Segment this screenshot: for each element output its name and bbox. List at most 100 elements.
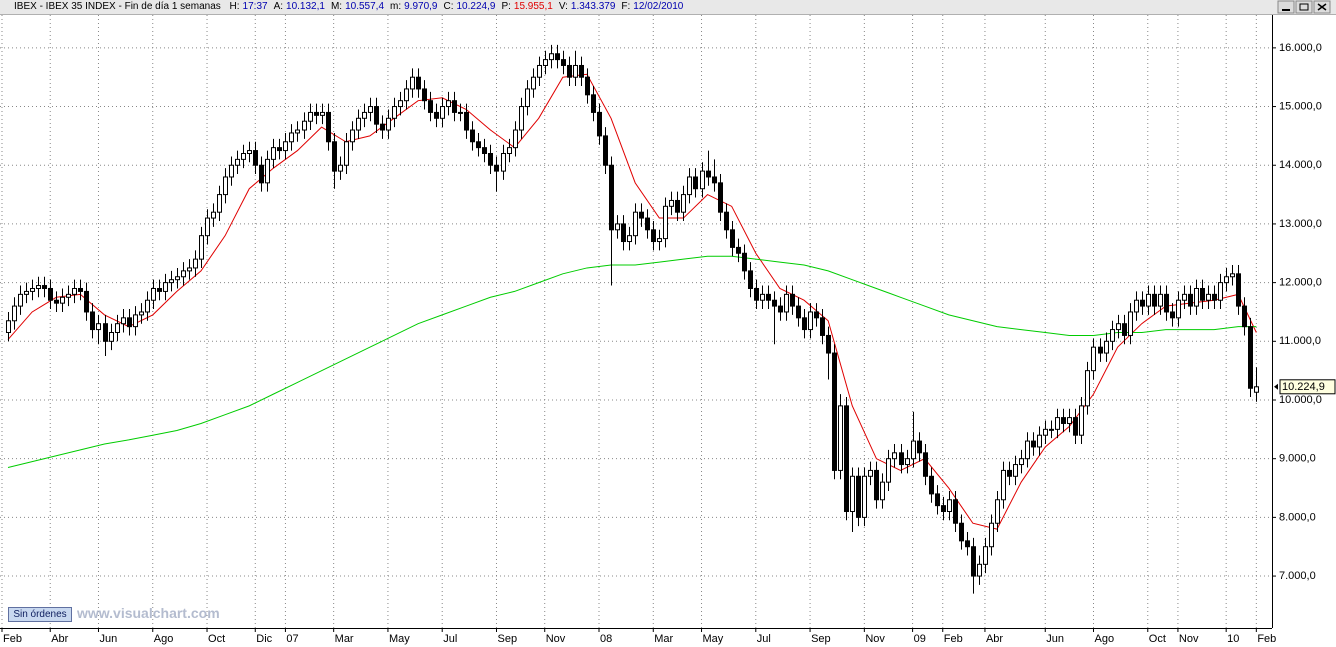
candle-body: [6, 320, 11, 334]
candle-body: [639, 211, 644, 219]
orders-button[interactable]: Sin órdenes: [8, 607, 72, 622]
x-tick-label: 09: [914, 633, 926, 645]
x-tick-label: Mar: [335, 633, 354, 645]
candle-body: [1073, 417, 1078, 436]
x-tick-label: Jul: [443, 633, 457, 645]
candle-body: [959, 522, 964, 542]
x-tick-label: Mar: [654, 633, 673, 645]
candle-body: [531, 76, 536, 90]
candle-body: [826, 334, 831, 354]
candle-body: [778, 305, 783, 313]
candle-body: [935, 493, 940, 507]
candle-body: [404, 88, 409, 102]
candle-body: [181, 270, 186, 278]
field-label: M:: [330, 1, 343, 12]
candle-body: [157, 287, 162, 292]
candle-body: [314, 111, 319, 116]
candle-body: [368, 106, 373, 113]
candle-body: [187, 267, 192, 272]
candle-body: [54, 299, 59, 304]
field-value: 9.970,9: [404, 1, 438, 12]
candle-body: [332, 141, 337, 172]
maximize-button[interactable]: [1295, 0, 1313, 14]
candle-body: [1085, 370, 1090, 407]
candle-body: [440, 106, 445, 119]
candle-body: [1013, 464, 1018, 477]
candle-body: [675, 199, 680, 213]
candle-body: [844, 405, 849, 513]
candle-body: [72, 287, 77, 295]
candle-body: [127, 317, 132, 328]
last-value-pointer: [1274, 383, 1278, 390]
candle-body: [1206, 293, 1211, 301]
candle-body: [133, 314, 138, 328]
x-tick-label: May: [703, 633, 724, 645]
header-field: F: 12/02/2010: [621, 1, 683, 12]
candle-body: [760, 293, 765, 301]
candle-body: [832, 352, 837, 471]
candle-body: [693, 176, 698, 190]
candle-body: [1224, 276, 1229, 284]
candle-body: [326, 111, 331, 143]
candle-body: [1049, 428, 1054, 431]
candle-body: [874, 469, 879, 501]
candle-body: [302, 120, 307, 131]
minimize-button[interactable]: [1277, 0, 1295, 14]
candle-body: [1236, 273, 1241, 307]
candle-body: [289, 132, 294, 143]
labels: 7.000,0 8.000,0 9.000,0 10.000,0 11.000,0 12.…: [3, 42, 1336, 645]
candle-body: [169, 279, 174, 284]
candle-body: [977, 563, 982, 577]
candle-body: [1134, 299, 1139, 313]
y-tick-label: 9.000,0: [1279, 453, 1316, 465]
y-tick-label: 7.000,0: [1279, 570, 1316, 582]
x-tick-label: Abr: [51, 633, 68, 645]
candle-body: [109, 332, 114, 342]
marks: [6, 44, 1259, 594]
field-value: 10.224,9: [456, 1, 496, 12]
candle-body: [24, 290, 29, 295]
candle-body: [591, 94, 596, 113]
candle-body: [175, 276, 180, 281]
header-title: IBEX - IBEX 35 INDEX - Fin de día 1 sema…: [14, 1, 221, 12]
candle-body: [259, 164, 264, 184]
field-label: V:: [558, 1, 568, 12]
candle-body: [410, 76, 415, 90]
header-field: m: 9.970,9: [390, 1, 437, 12]
candle-body: [1140, 299, 1145, 307]
candle-body: [386, 117, 391, 131]
x-tick-label: Feb: [3, 633, 22, 645]
candle-body: [645, 217, 650, 231]
candle-body: [416, 76, 421, 90]
candle-body: [808, 311, 813, 331]
header-field: A: 10.132,1: [274, 1, 325, 12]
candle-body: [151, 287, 156, 301]
candle-body: [217, 194, 222, 213]
candle-body: [886, 458, 891, 483]
candle-body: [1043, 428, 1048, 436]
candle-body: [145, 299, 150, 313]
candle-body: [899, 452, 904, 466]
x-tick-label: 10: [1227, 633, 1239, 645]
candle-body: [115, 323, 120, 334]
y-tick-label: 13.000,0: [1279, 218, 1322, 230]
candle-body: [90, 311, 95, 331]
candle-body: [995, 499, 1000, 524]
x-tick-label: Feb: [1257, 633, 1276, 645]
candle-body: [1104, 340, 1109, 354]
candle-body: [1079, 405, 1084, 436]
field-value: 17:37: [242, 1, 268, 12]
candle-body: [1242, 305, 1247, 328]
candle-body: [18, 293, 23, 307]
candle-body: [663, 205, 668, 240]
last-value-label: 10.224,9: [1282, 381, 1325, 393]
candle-body: [917, 440, 922, 454]
candle-body: [1128, 311, 1133, 336]
candle-body: [211, 211, 216, 219]
candle-body: [36, 285, 41, 289]
candle-body: [549, 53, 554, 61]
candle-body: [265, 158, 270, 184]
header-field: M: 10.557,4: [331, 1, 384, 12]
candle-body: [802, 317, 807, 331]
candle-body: [247, 150, 252, 155]
